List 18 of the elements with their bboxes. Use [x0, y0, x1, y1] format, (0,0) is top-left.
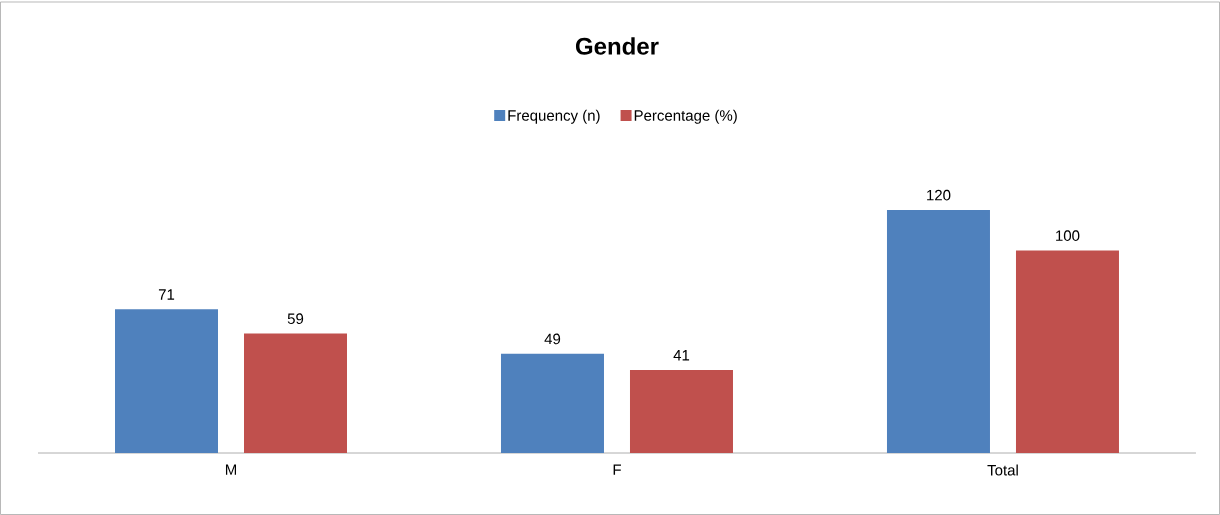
data-label: 41: [673, 350, 690, 361]
bar: [1015, 250, 1119, 453]
legend-label: Frequency (n): [508, 109, 600, 124]
legend-label: Percentage (%): [634, 109, 737, 124]
bar: [629, 369, 733, 453]
data-label: 71: [158, 289, 175, 300]
x-tick-label: M: [225, 464, 237, 475]
bar: [244, 333, 347, 453]
bar: [886, 210, 990, 453]
bar: [500, 353, 604, 453]
x-tick-label: Total: [987, 464, 1018, 476]
data-label: 59: [287, 313, 304, 324]
bar: [115, 309, 218, 453]
data-label: 49: [544, 333, 561, 345]
data-label: 120: [927, 189, 951, 201]
x-tick-label: F: [613, 464, 621, 475]
data-label: 100: [1056, 230, 1080, 241]
chart-title: Gender: [575, 37, 659, 55]
